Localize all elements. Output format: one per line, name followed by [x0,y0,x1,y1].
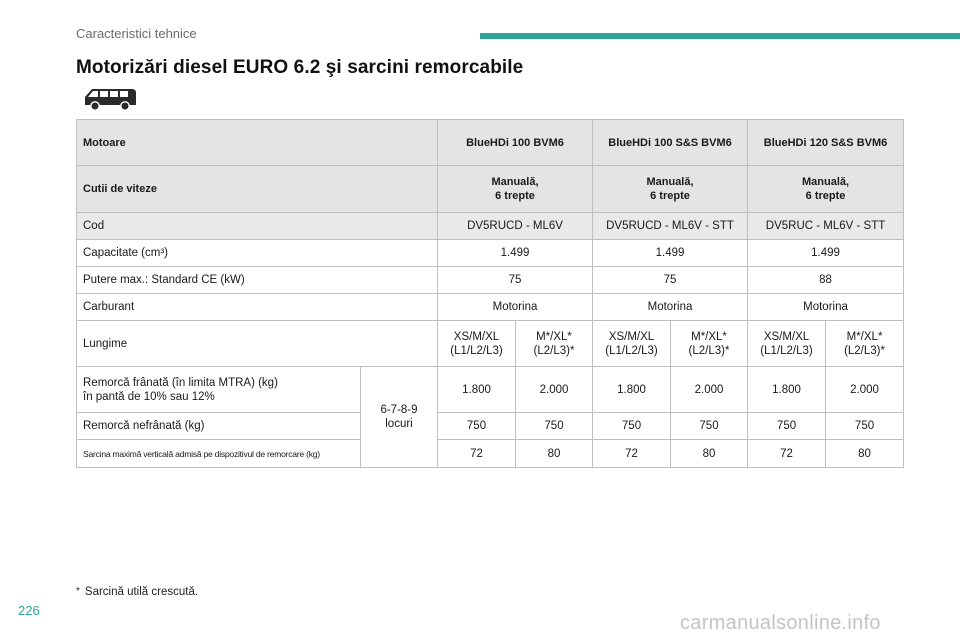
engines-row: Motoare BlueHDi 100 BVM6 BlueHDi 100 S&S… [76,119,905,166]
section-label: Caracteristici tehnice [76,26,197,41]
unbraked-cell: 750 [669,412,749,440]
fuel-row: Carburant Motorina Motorina Motorina [76,293,905,321]
braked-cell: 2.000 [825,366,905,413]
length-cell: M*/XL* (L2/L3)* [669,320,749,367]
footnote: * Sarcină utilă crescută. [76,586,198,598]
cod-cell: DV5RUCD - ML6V [437,212,593,240]
specs-table: Motoare BlueHDi 100 BVM6 BlueHDi 100 S&S… [76,119,905,468]
braked-trailer-label: Remorcă frânată (în limita MTRA) (kg) în … [76,366,361,413]
length-cell: XS/M/XL (L1/L2/L3) [437,320,516,367]
vertical-cell: 80 [825,439,905,468]
page-title: Motorizări diesel EURO 6.2 şi sarcini re… [76,57,524,78]
cod-label: Cod [76,212,438,240]
page-number: 226 [18,603,40,618]
length-cell: XS/M/XL (L1/L2/L3) [747,320,827,367]
vertical-cell: 80 [515,439,593,468]
vertical-load-label: Sarcina maximă verticală admisă pe dispo… [76,439,361,468]
engine-cell: BlueHDi 100 S&S BVM6 [591,119,749,166]
unbraked-trailer-row: Remorcă nefrânată (kg) 750 750 750 750 7… [76,412,905,440]
watermark: carmanualsonline.info [680,612,881,634]
power-cell: 75 [437,266,593,294]
braked-cell: 2.000 [669,366,749,413]
unbraked-cell: 750 [747,412,827,440]
fuel-cell: Motorina [437,293,593,321]
engine-cell: BlueHDi 100 BVM6 [437,119,593,166]
engines-label: Motoare [76,119,438,166]
length-cell: M*/XL* (L2/L3)* [825,320,905,367]
capacity-row: Capacitate (cm³) 1.499 1.499 1.499 [76,239,905,267]
vertical-load-row: Sarcina maximă verticală admisă pe dispo… [76,439,905,468]
fuel-label: Carburant [76,293,438,321]
vertical-cell: 80 [669,439,749,468]
capacity-label: Capacitate (cm³) [76,239,438,267]
gearbox-label: Cutii de viteze [76,165,438,213]
gearbox-cell: Manuală, 6 trepte [591,165,749,213]
header-accent-bar [480,33,960,39]
fuel-cell: Motorina [747,293,905,321]
footnote-text: Sarcină utilă crescută. [84,586,199,598]
power-label: Putere max.: Standard CE (kW) [76,266,438,294]
van-icon [85,89,136,111]
cod-row: Cod DV5RUCD - ML6V DV5RUCD - ML6V - STT … [76,212,905,240]
vertical-cell: 72 [437,439,516,468]
braked-cell: 2.000 [515,366,593,413]
braked-cell: 1.800 [592,366,671,413]
engine-cell: BlueHDi 120 S&S BVM6 [747,119,905,166]
braked-cell: 1.800 [747,366,827,413]
fuel-cell: Motorina [591,293,749,321]
capacity-cell: 1.499 [591,239,749,267]
braked-cell: 1.800 [437,366,516,413]
cod-cell: DV5RUCD - ML6V - STT [591,212,749,240]
length-cell: M*/XL* (L2/L3)* [515,320,593,367]
unbraked-cell: 750 [592,412,671,440]
unbraked-cell: 750 [825,412,905,440]
gearbox-cell: Manuală, 6 trepte [437,165,593,213]
length-label: Lungime [76,320,438,367]
gearbox-row: Cutii de viteze Manuală, 6 trepte Manuală… [76,165,905,213]
unbraked-cell: 750 [515,412,593,440]
unbraked-cell: 750 [437,412,516,440]
power-row: Putere max.: Standard CE (kW) 75 75 88 [76,266,905,294]
gearbox-cell: Manuală, 6 trepte [747,165,905,213]
length-cell: XS/M/XL (L1/L2/L3) [592,320,671,367]
seats-cell: 6-7-8-9 locuri [360,366,438,468]
footnote-marker: * [76,586,80,597]
cod-cell: DV5RUC - ML6V - STT [747,212,905,240]
power-cell: 75 [591,266,749,294]
vertical-cell: 72 [747,439,827,468]
vertical-cell: 72 [592,439,671,468]
length-row: Lungime XS/M/XL (L1/L2/L3) M*/XL* (L2/L3)*… [76,320,905,367]
capacity-cell: 1.499 [747,239,905,267]
power-cell: 88 [747,266,905,294]
unbraked-trailer-label: Remorcă nefrânată (kg) [76,412,361,440]
capacity-cell: 1.499 [437,239,593,267]
braked-trailer-row: Remorcă frânată (în limita MTRA) (kg) în … [76,366,905,468]
